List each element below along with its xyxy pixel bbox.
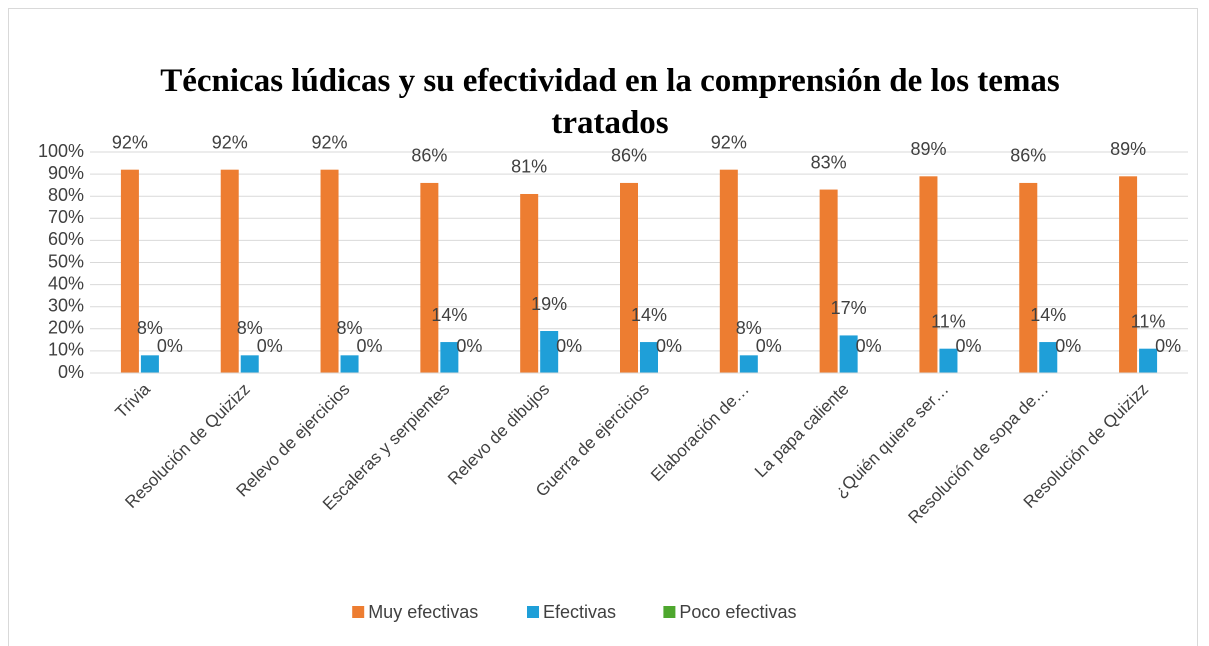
value-label: 0% <box>257 336 283 356</box>
bar <box>819 189 838 373</box>
bar <box>340 355 359 373</box>
value-label: 86% <box>1010 146 1046 166</box>
bar <box>719 169 738 373</box>
value-label: 0% <box>856 336 882 356</box>
value-label: 14% <box>1030 305 1066 325</box>
y-tick-label: 70% <box>48 207 84 227</box>
legend-swatch <box>663 606 676 618</box>
value-label: 81% <box>511 157 547 177</box>
bar <box>1119 176 1138 373</box>
bar <box>520 193 539 373</box>
y-tick-label: 80% <box>48 185 84 205</box>
value-label: 92% <box>711 132 747 152</box>
y-tick-label: 10% <box>48 340 84 360</box>
y-tick-label: 90% <box>48 163 84 183</box>
bar <box>320 169 339 373</box>
value-label: 8% <box>736 318 762 338</box>
value-label: 17% <box>831 298 867 318</box>
value-label: 89% <box>910 139 946 159</box>
legend-swatch <box>352 606 365 618</box>
value-label: 8% <box>137 318 163 338</box>
value-label: 0% <box>157 336 183 356</box>
y-tick-label: 30% <box>48 295 84 315</box>
bar <box>1039 342 1058 373</box>
bar <box>440 342 459 373</box>
bar <box>839 335 858 373</box>
x-tick-label: La papa caliente <box>751 380 853 482</box>
legend-label: Muy efectivas <box>368 602 478 622</box>
y-tick-label: 50% <box>48 251 84 271</box>
y-tick-label: 100% <box>38 141 84 161</box>
bar <box>120 169 139 373</box>
x-tick-label: Elaboración de… <box>647 380 753 486</box>
value-label: 92% <box>312 132 348 152</box>
value-label: 19% <box>531 294 567 314</box>
y-tick-label: 0% <box>58 362 84 382</box>
bar <box>220 169 239 373</box>
bar <box>1139 348 1158 373</box>
value-label: 0% <box>1055 336 1081 356</box>
value-label: 92% <box>212 132 248 152</box>
y-tick-label: 20% <box>48 318 84 338</box>
bar <box>640 342 658 373</box>
bar <box>919 176 938 373</box>
bar <box>939 348 958 373</box>
legend-label: Poco efectivas <box>679 602 796 622</box>
value-label: 89% <box>1110 139 1146 159</box>
bar <box>140 355 159 373</box>
value-label: 86% <box>411 146 447 166</box>
bar <box>620 182 638 373</box>
x-tick-label: Guerra de ejercicios <box>532 380 653 501</box>
value-label: 83% <box>811 152 847 172</box>
y-tick-label: 40% <box>48 273 84 293</box>
bar <box>240 355 259 373</box>
value-label: 8% <box>337 318 363 338</box>
value-label: 92% <box>112 132 148 152</box>
value-label: 0% <box>656 336 682 356</box>
y-tick-label: 60% <box>48 229 84 249</box>
chart-frame <box>8 8 1198 646</box>
value-label: 8% <box>237 318 263 338</box>
legend-swatch <box>527 606 539 618</box>
value-label: 0% <box>556 336 582 356</box>
legend-label: Efectivas <box>543 602 616 622</box>
value-label: 14% <box>631 305 667 325</box>
bar <box>1019 182 1038 373</box>
chart-title: Técnicas lúdicas y su efectividad en la … <box>160 63 1060 141</box>
bar <box>420 182 439 373</box>
value-label: 0% <box>456 336 482 356</box>
bar <box>540 331 559 373</box>
value-label: 0% <box>1155 336 1181 356</box>
value-label: 14% <box>431 305 467 325</box>
value-label: 11% <box>931 311 966 331</box>
x-tick-label: Relevo de dibujos <box>444 380 553 489</box>
x-tick-label: Relevo de ejercicios <box>233 380 354 501</box>
x-tick-label: Trivia <box>112 379 155 422</box>
value-label: 0% <box>756 336 782 356</box>
bar <box>739 355 758 373</box>
value-label: 0% <box>357 336 383 356</box>
value-label: 0% <box>955 336 981 356</box>
value-label: 11% <box>1131 311 1166 331</box>
value-label: 86% <box>611 146 647 166</box>
